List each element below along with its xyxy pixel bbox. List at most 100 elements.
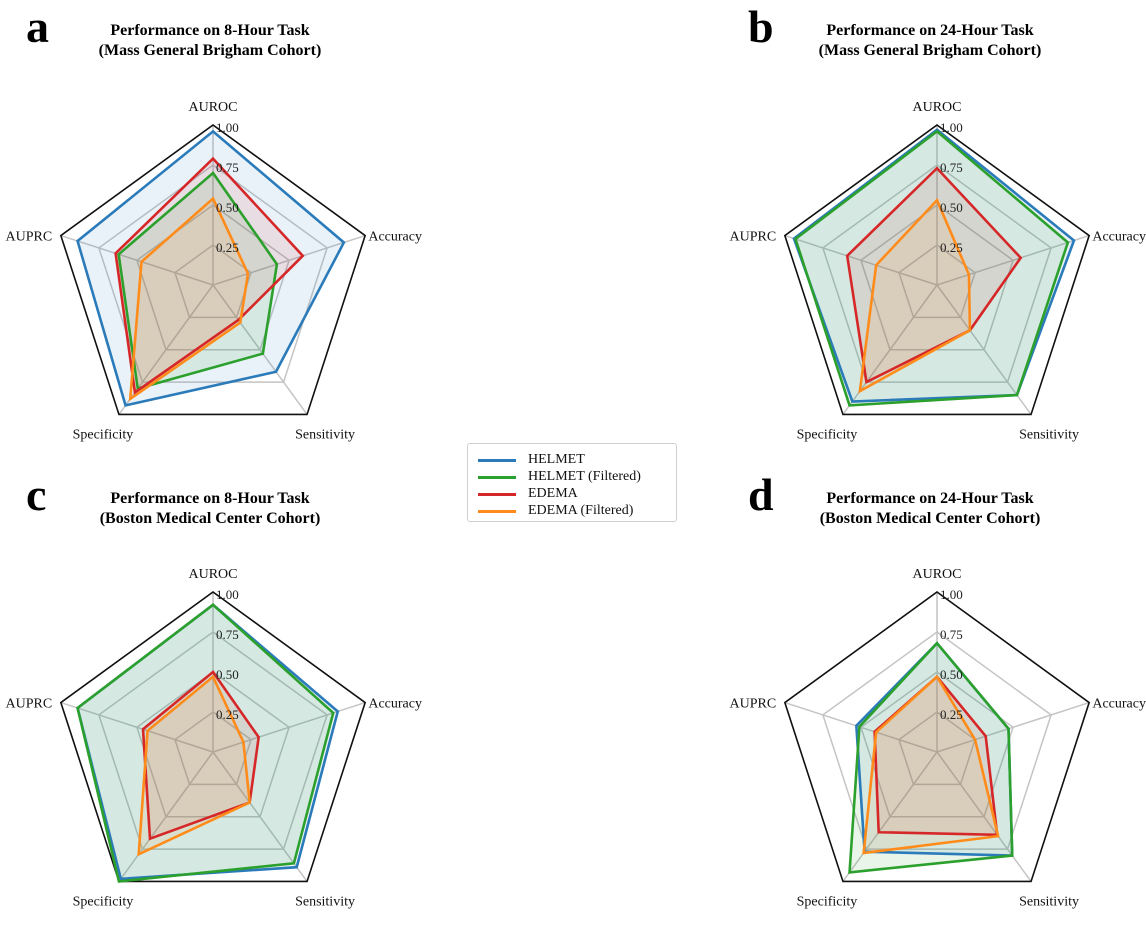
grid-ring-2-a (136, 204, 290, 351)
r-tick-1-00-d: 1.00 (940, 587, 963, 602)
axis-label-auroc-a: AUROC (188, 100, 237, 115)
axis-label-auprc-d: AUPRC (729, 697, 776, 712)
spoke-sensitivity-d (936, 751, 1032, 882)
axis-label-sensitivity-d: Sensitivity (1019, 894, 1079, 909)
outer-frame-d (783, 591, 1091, 883)
chart-title-b: Performance on 24-Hour Task (826, 22, 1033, 39)
spoke-sensitivity-c (212, 751, 308, 882)
series-fill-helmet-d (856, 643, 1013, 856)
legend-label-edema-filtered: EDEMA (Filtered) (528, 503, 634, 518)
legend-label-edema: EDEMA (528, 486, 578, 501)
r-tick-0-50-d: 0.50 (940, 667, 963, 682)
axis-label-accuracy-b: Accuracy (1092, 230, 1146, 245)
r-tick-0-50-a: 0.50 (216, 200, 239, 215)
series-line-helmet-filtered-b (793, 129, 1070, 407)
series-line-edema-a (114, 156, 305, 395)
chart-title-d: Performance on 24-Hour Task (826, 490, 1033, 507)
series-fill-edema-filtered-a (130, 198, 248, 399)
outer-frame-a (59, 124, 367, 416)
spoke-auprc-c (60, 701, 214, 753)
r-tick-0-25-b: 0.25 (940, 240, 963, 255)
grid-ring-3-b (821, 164, 1053, 383)
legend-item-helmet-filtered: HELMET (Filtered) (478, 468, 641, 486)
legend-swatch-helmet-filtered (478, 475, 516, 479)
legend-label-helmet-filtered: HELMET (Filtered) (528, 469, 641, 484)
axis-label-accuracy-a: Accuracy (368, 230, 422, 245)
axis-label-auprc-a: AUPRC (5, 230, 52, 245)
legend-swatch-edema-filtered (478, 509, 516, 513)
spoke-specificity-c (118, 751, 214, 882)
chart-subtitle-a: (Mass General Brigham Cohort) (99, 42, 322, 59)
series-fill-helmet-b (793, 129, 1074, 402)
axis-label-auprc-b: AUPRC (729, 230, 776, 245)
series-fill-edema-b (847, 168, 1021, 383)
legend-item-helmet: HELMET (478, 451, 585, 469)
series-line-helmet-b (792, 128, 1076, 403)
spoke-accuracy-a (212, 234, 366, 286)
axis-label-auroc-c: AUROC (188, 567, 237, 582)
grid-ring-1-b (898, 244, 976, 319)
legend-item-edema-filtered: EDEMA (Filtered) (478, 502, 633, 520)
chart-title-a: Performance on 8-Hour Task (110, 22, 309, 39)
spoke-accuracy-c (212, 701, 366, 753)
panel-letter-b: b (748, 1, 774, 52)
axis-label-sensitivity-a: Sensitivity (295, 427, 355, 442)
outer-frame-c (59, 591, 367, 883)
panel-letter-c: c (26, 469, 46, 520)
series-line-edema-c (141, 670, 261, 841)
series-line-helmet-filtered-d (848, 641, 1014, 874)
series-fill-edema-filtered-c (138, 676, 250, 855)
chart-title-c: Performance on 8-Hour Task (110, 490, 309, 507)
grid-ring-3-c (97, 631, 329, 850)
axis-label-auprc-c: AUPRC (5, 697, 52, 712)
series-line-helmet-a (76, 129, 346, 407)
series-fill-helmet-filtered-a (118, 173, 277, 389)
series-fill-helmet-a (77, 131, 344, 406)
r-tick-0-75-a: 0.75 (216, 160, 239, 175)
spoke-accuracy-d (936, 701, 1090, 753)
axis-label-sensitivity-c: Sensitivity (295, 894, 355, 909)
spoke-sensitivity-a (212, 284, 308, 415)
axis-label-sensitivity-b: Sensitivity (1019, 427, 1079, 442)
r-tick-1-00-b: 1.00 (940, 120, 963, 135)
r-tick-0-25-a: 0.25 (216, 240, 239, 255)
axis-label-specificity-d: Specificity (797, 894, 858, 909)
spoke-auprc-b (784, 234, 938, 286)
spoke-sensitivity-b (936, 284, 1032, 415)
grid-ring-3-a (97, 164, 329, 383)
legend-swatch-edema (478, 492, 516, 496)
axis-label-specificity-b: Specificity (797, 427, 858, 442)
r-tick-0-50-c: 0.50 (216, 667, 239, 682)
legend-label-helmet: HELMET (528, 452, 585, 467)
series-line-edema-filtered-d (862, 674, 1000, 855)
r-tick-0-75-c: 0.75 (216, 627, 239, 642)
panel-letter-a: a (26, 1, 49, 52)
series-line-edema-filtered-c (137, 674, 252, 857)
series-fill-helmet-filtered-d (849, 643, 1013, 873)
spoke-auprc-a (60, 234, 214, 286)
r-tick-1-00-c: 1.00 (216, 587, 239, 602)
r-tick-0-75-b: 0.75 (940, 160, 963, 175)
legend-swatch-helmet (478, 458, 516, 462)
spoke-specificity-d (842, 751, 938, 882)
series-line-edema-filtered-b (858, 197, 972, 394)
axis-label-accuracy-d: Accuracy (1092, 697, 1146, 712)
series-line-edema-filtered-a (128, 196, 250, 402)
series-fill-edema-d (874, 676, 998, 835)
r-tick-0-50-b: 0.50 (940, 200, 963, 215)
axis-label-specificity-a: Specificity (73, 427, 134, 442)
series-fill-edema-filtered-d (863, 676, 999, 853)
r-tick-0-75-d: 0.75 (940, 627, 963, 642)
series-line-edema-b (845, 166, 1023, 385)
grid-ring-1-d (898, 711, 976, 786)
axis-label-accuracy-c: Accuracy (368, 697, 422, 712)
chart-subtitle-d: (Boston Medical Center Cohort) (820, 510, 1041, 527)
grid-ring-1-c (174, 711, 252, 786)
series-fill-helmet-filtered-b (795, 131, 1068, 406)
grid-ring-3-d (821, 631, 1053, 850)
spoke-auprc-d (784, 701, 938, 753)
chart-subtitle-c: (Boston Medical Center Cohort) (100, 510, 321, 527)
r-tick-1-00-a: 1.00 (216, 120, 239, 135)
axis-label-auroc-b: AUROC (912, 100, 961, 115)
